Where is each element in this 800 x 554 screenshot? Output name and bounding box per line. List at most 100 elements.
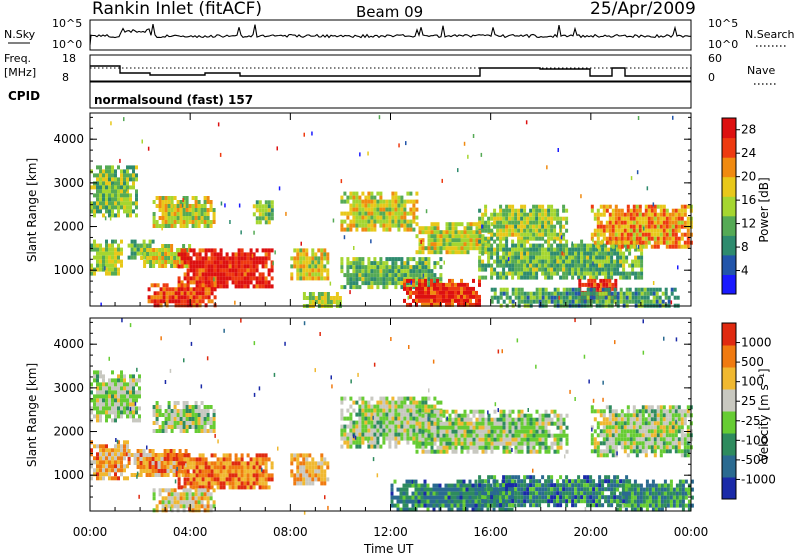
power-cell (361, 265, 365, 270)
velocity-cell (481, 445, 485, 450)
power-cell (556, 212, 560, 217)
velocity-cell (108, 390, 111, 395)
power-cell (553, 263, 557, 268)
power-cell (595, 243, 599, 248)
power-cell (264, 264, 268, 269)
velocity-cell (93, 460, 96, 465)
velocity-cell (442, 449, 446, 454)
power-cell (499, 236, 503, 241)
power-cell (206, 224, 210, 228)
velocity-cell (526, 429, 530, 434)
power-cell (580, 243, 584, 248)
power-cell (571, 287, 575, 292)
power-cell (418, 230, 422, 235)
power-cell (589, 287, 593, 292)
power-speck (405, 273, 407, 278)
power-cell (340, 195, 344, 200)
power-cell (164, 256, 168, 260)
power-cell (133, 239, 137, 244)
power-cell (472, 230, 476, 235)
velocity-cell (520, 437, 524, 442)
power-cell (568, 291, 572, 296)
power-cell (457, 290, 460, 295)
power-cell (550, 220, 554, 225)
power-cell (664, 287, 668, 292)
velocity-cell (412, 436, 416, 441)
power-cell (541, 212, 545, 217)
power-cell (433, 250, 437, 255)
power-cell (511, 263, 515, 268)
power-cell (155, 220, 159, 224)
power-cell (605, 240, 609, 245)
power-cell (508, 228, 512, 233)
power-cell (448, 290, 451, 295)
velocity-cell (358, 408, 362, 413)
power-cell (550, 263, 554, 268)
power-cell (631, 295, 635, 300)
power-cell (249, 260, 253, 265)
velocity-cell (258, 453, 262, 458)
power-cell (637, 271, 641, 276)
power-cell (565, 251, 569, 256)
velocity-cell (475, 409, 479, 414)
power-cell (571, 295, 575, 300)
power-cell (219, 284, 223, 289)
velocity-cell (201, 477, 205, 482)
power-cell (391, 281, 395, 286)
velocity-cell (123, 382, 126, 387)
velocity-cell (198, 461, 202, 466)
velocity-cell (415, 421, 419, 426)
power-cell (652, 299, 656, 304)
velocity-cell (421, 417, 425, 422)
power-cell (264, 256, 268, 261)
power-cell (177, 276, 181, 281)
velocity-cell (314, 461, 318, 466)
power-cell (370, 273, 374, 278)
power-cell (593, 278, 597, 283)
power-cell (308, 296, 312, 300)
power-cell (161, 248, 165, 252)
power-cell (620, 208, 624, 213)
power-cell (139, 251, 143, 256)
velocity-cell (129, 386, 132, 391)
velocity-cell (255, 457, 259, 462)
velocity-cell (177, 485, 181, 490)
power-cell (400, 195, 404, 200)
velocity-cell (252, 465, 256, 470)
velocity-cell (391, 404, 395, 409)
power-cell (632, 224, 636, 229)
velocity-cell (314, 469, 318, 474)
power-cell (397, 219, 401, 224)
power-cell (574, 295, 578, 300)
velocity-cell (126, 414, 129, 419)
power-cell (182, 208, 186, 212)
power-cell (448, 230, 452, 235)
velocity-cell (237, 465, 241, 470)
velocity-cell (436, 409, 440, 414)
velocity-cell (424, 417, 428, 422)
velocity-cell (152, 488, 156, 493)
power-cell (207, 295, 211, 300)
velocity-cell (382, 424, 386, 429)
velocity-cell (397, 436, 401, 441)
power-cell (158, 216, 162, 220)
power-cell (593, 216, 597, 221)
power-cell (580, 239, 584, 244)
velocity-cell (183, 465, 187, 470)
power-cell (451, 250, 455, 255)
power-speck (119, 158, 121, 163)
power-cell (185, 196, 189, 200)
velocity-cell (182, 500, 186, 505)
power-cell (424, 261, 428, 266)
velocity-cell (382, 440, 386, 445)
power-cell (207, 260, 211, 265)
velocity-cell (406, 440, 410, 445)
power-cell (466, 302, 469, 307)
power-cell (406, 223, 410, 228)
power-cell (647, 240, 651, 245)
power-cell (565, 295, 569, 300)
power-cell (394, 199, 398, 204)
power-cell (361, 191, 365, 196)
velocity-cell (108, 402, 111, 407)
power-colorbar-tick-label: 8 (741, 240, 749, 254)
